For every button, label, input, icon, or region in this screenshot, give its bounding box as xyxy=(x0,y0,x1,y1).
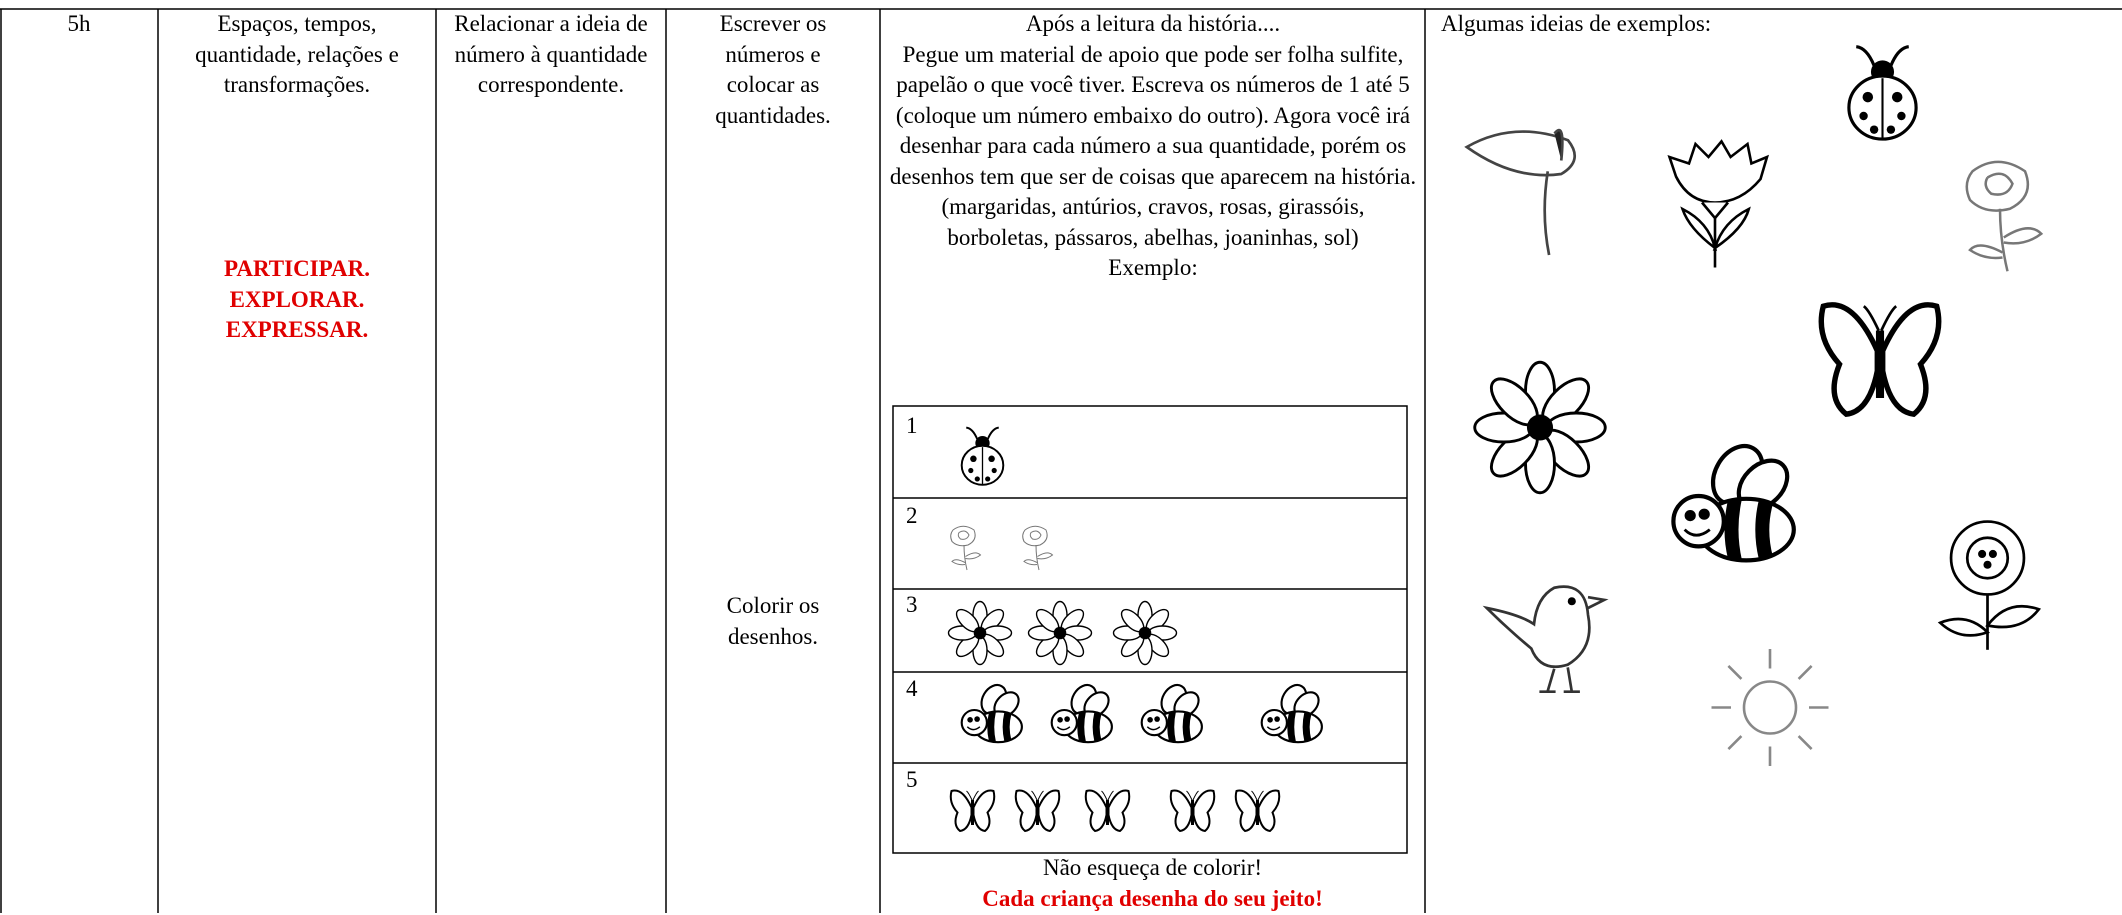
ideas-title: Algumas ideias de exemplos: xyxy=(1441,11,1712,36)
example-label: Exemplo: xyxy=(1108,255,1198,280)
verb: EXPLORAR. xyxy=(229,286,365,312)
activity: Após a leitura da história.... Pegue um … xyxy=(888,9,1418,284)
example-number: 3 xyxy=(906,592,918,617)
procedure: Escrever os números e colocar as quantid… xyxy=(715,11,831,128)
note: Cada criança desenha do seu jeito! xyxy=(982,886,1323,911)
procedure: Colorir os desenhos. xyxy=(726,593,820,649)
field-verbs: PARTICIPAR. EXPLORAR. EXPRESSAR. xyxy=(158,254,436,346)
example-number: 4 xyxy=(906,676,918,701)
activity-text: Pegue um material de apoio que pode ser … xyxy=(889,41,1417,250)
activity-intro: Após a leitura da história.... xyxy=(1025,11,1281,36)
example-drawings xyxy=(947,426,1325,833)
example-number: 2 xyxy=(906,503,918,528)
reminder: Não esqueça de colorir! xyxy=(1042,855,1263,880)
example-number: 1 xyxy=(906,413,918,438)
example-number: 5 xyxy=(906,767,918,792)
verb: PARTICIPAR. xyxy=(224,256,370,281)
verb: EXPRESSAR. xyxy=(225,317,369,342)
field: Espaços, tempos, quantidade, relações e … xyxy=(195,11,399,97)
time: 5h xyxy=(67,11,91,36)
objective: Relacionar a ideia de número à quantidad… xyxy=(454,11,648,97)
idea-drawings xyxy=(1464,44,2044,768)
